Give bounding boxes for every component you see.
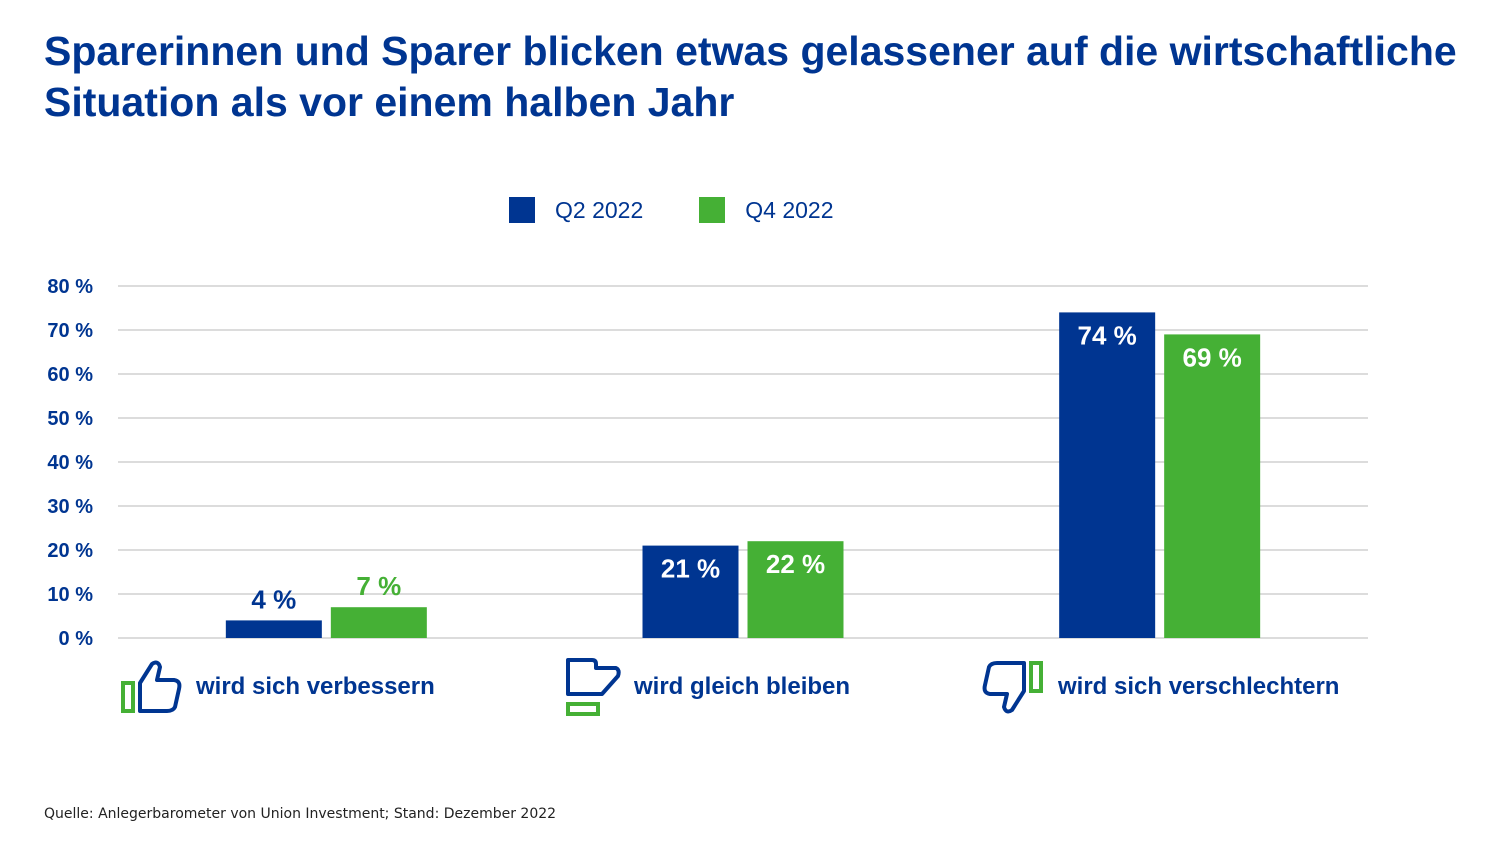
category-verbessern: wird sich verbessern [120,652,435,722]
bar-q4-2022-2 [1164,334,1261,638]
legend-swatch-q2 [509,197,535,223]
y-tick-label-80: 80 % [47,276,93,298]
bar-q2-2022-2 [1059,312,1156,638]
bar-q4-2022-1 [747,541,844,638]
y-tick-label-70: 70 % [47,320,93,342]
legend-label-q4: Q4 2022 [745,196,834,223]
legend-item-q4: Q4 2022 [699,196,834,224]
category-verschlechtern: wird sich verschlechtern [980,652,1339,722]
thumbs-sideways-icon [566,658,621,716]
thumbs-up-icon [121,660,182,713]
legend: Q2 2022 Q4 2022 [509,197,890,223]
legend-label-q2: Q2 2022 [555,196,644,223]
category-gleich: wird gleich bleiben [562,652,850,722]
chart-title: Sparerinnen und Sparer blicken etwas gel… [44,28,1457,125]
data-label-q2-2022-1: 21 % [661,554,720,584]
legend-item-q2: Q2 2022 [509,197,643,224]
y-tick-label-30: 30 % [47,496,93,518]
bar-q2-2022-1 [642,545,739,638]
bar-q2-2022-0 [225,620,322,638]
y-tick-label-0: 0 % [59,628,94,650]
y-tick-label-50: 50 % [47,408,93,430]
y-tick-label-20: 20 % [47,540,93,562]
data-label-q2-2022-0: 4 % [251,584,296,614]
category-label-gleich: wird gleich bleiben [634,673,851,700]
bar-q4-2022-0 [330,607,427,638]
y-tick-label-60: 60 % [47,364,93,386]
data-label-q4-2022-2: 69 % [1183,342,1242,372]
data-label-q2-2022-2: 74 % [1078,320,1137,350]
data-label-q4-2022-0: 7 % [356,571,401,601]
category-label-verbessern: wird sich verbessern [196,673,435,700]
source-note: Quelle: Anlegerbarometer von Union Inves… [44,806,557,822]
thumbs-down-icon [982,661,1043,714]
y-tick-label-40: 40 % [47,452,93,474]
data-label-q4-2022-1: 22 % [766,549,825,579]
legend-swatch-q4 [699,197,726,223]
y-tick-label-10: 10 % [47,584,93,606]
category-label-verschlechtern: wird sich verschlechtern [1058,673,1340,700]
